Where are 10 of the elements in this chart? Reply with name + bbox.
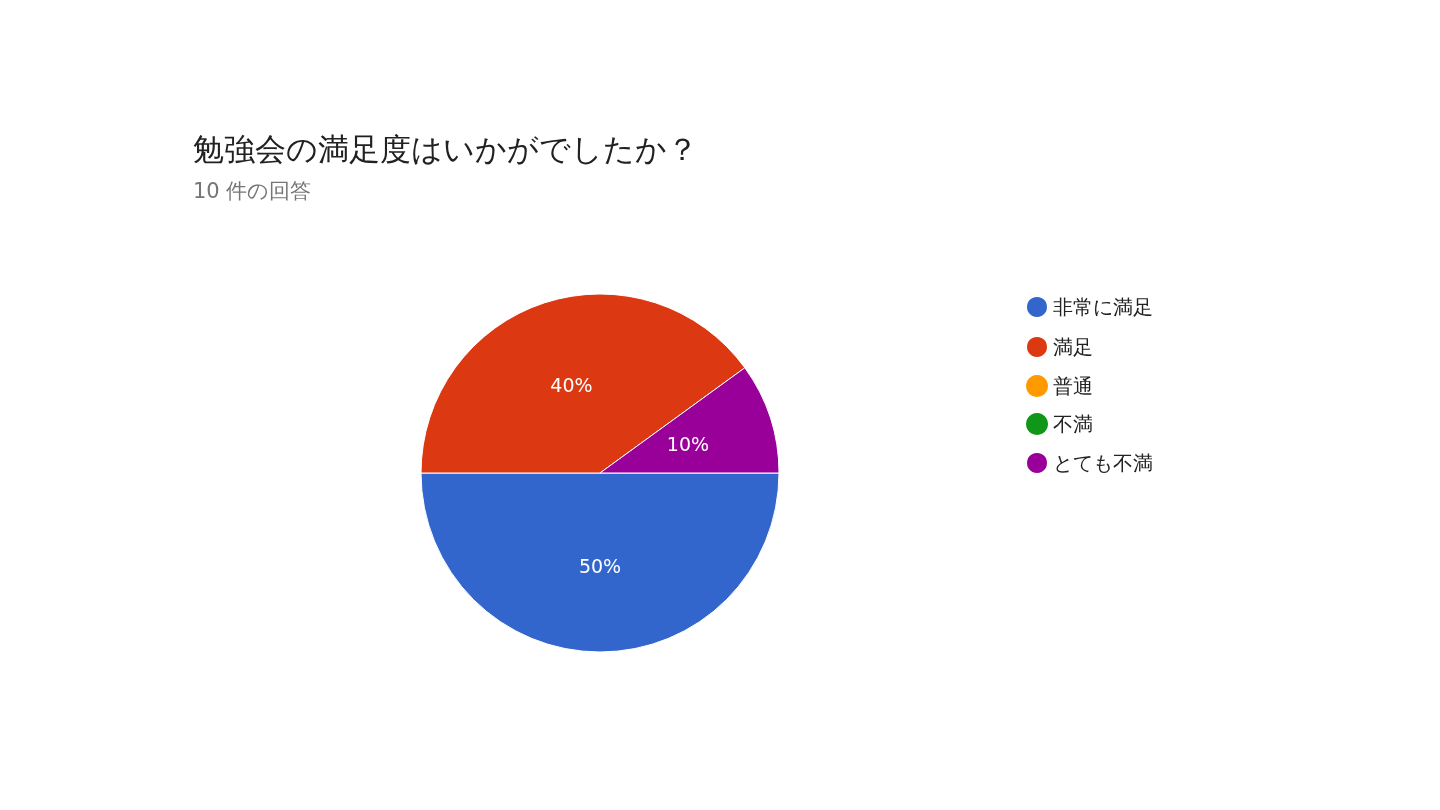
data-label: 40% (550, 374, 593, 397)
text: 10 件の回答 (193, 178, 312, 203)
legend-label: 満足 (1053, 335, 1093, 359)
legend-label: 不満 (1053, 412, 1093, 436)
chart-title: 勉強会の満足度はいかがでしたか？ (193, 130, 698, 167)
legend-label: とても不満 (1053, 451, 1153, 475)
legend-label: 非常に満足 (1053, 295, 1153, 319)
data-label: 10% (666, 433, 710, 456)
legend-label: 普通 (1053, 374, 1093, 398)
data-label: 50% (578, 554, 622, 577)
